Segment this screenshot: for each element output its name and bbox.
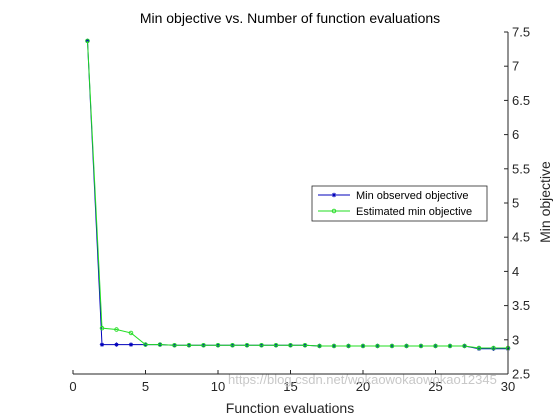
y-tick-label: 4.5 — [512, 230, 530, 245]
series-1-point — [201, 343, 206, 348]
series-1-point — [273, 343, 279, 348]
chart-title: Min objective vs. Number of function eva… — [140, 10, 440, 26]
x-tick-label: 10 — [211, 379, 225, 394]
series-1-point — [447, 343, 453, 349]
series-line-1 — [87, 40, 508, 349]
series-1-point — [317, 343, 322, 349]
series-1-point — [462, 343, 467, 349]
y-tick-label: 4 — [512, 264, 519, 279]
series-1-point — [172, 343, 177, 348]
y-tick-label: 2.5 — [512, 367, 530, 382]
series-1-point — [433, 343, 438, 349]
series-1-point — [418, 343, 424, 349]
series-1-point — [230, 343, 235, 348]
x-axis-label: Function evaluations — [226, 400, 354, 416]
x-tick-label: 20 — [356, 379, 370, 394]
series-0-point — [99, 342, 105, 347]
legend-marker-min-observed — [331, 192, 337, 198]
legend-box — [311, 185, 488, 222]
series-1-point — [99, 325, 105, 331]
plot-area — [85, 38, 511, 351]
legend-marker-glyph — [331, 208, 337, 214]
series-1-point — [360, 343, 366, 349]
y-tick-label: 7 — [512, 59, 519, 74]
series-1-point — [389, 343, 395, 349]
series-0-point — [114, 342, 119, 347]
y-tick-label: 6 — [512, 127, 519, 142]
legend-label-min-observed: Min observed objective — [356, 190, 469, 202]
series-1-point — [157, 342, 163, 347]
series-1-point — [491, 345, 496, 351]
series-1-point — [128, 330, 134, 336]
axes: 0 5 10 15 20 25 302.5 3 3.5 4 4.5 5 5.5 6 6.5 7 7.5 — [69, 25, 530, 395]
x-tick-label: 0 — [69, 379, 76, 394]
y-tick-label: 6.5 — [512, 93, 530, 108]
series-1-point — [244, 343, 250, 348]
series-1-point — [404, 343, 409, 349]
x-tick-label: 25 — [428, 379, 442, 394]
series-1-point — [346, 343, 351, 349]
series-0-point — [128, 342, 134, 347]
series-1-point — [302, 343, 308, 348]
x-tick-label: 5 — [142, 379, 149, 394]
series-1-point — [476, 345, 482, 351]
x-tick-label: 30 — [501, 379, 515, 394]
series-1-point — [331, 343, 337, 349]
series-1-point — [259, 343, 264, 348]
legend-marker-glyph — [331, 192, 337, 198]
series-1-point — [143, 342, 148, 347]
watermark-text: https://blog.csdn.net/wokaowokaowokao123… — [228, 372, 497, 387]
y-tick-label: 5 — [512, 196, 519, 211]
series-1-point — [186, 343, 192, 348]
series-1-point — [288, 343, 293, 348]
legend: Min observed objective Estimated min obj… — [311, 185, 488, 222]
y-tick-label: 7.5 — [512, 25, 530, 40]
y-tick-label: 5.5 — [512, 161, 530, 176]
series-1-point — [375, 343, 380, 349]
legend-marker-estimated-min — [331, 208, 337, 214]
y-tick-label: 3 — [512, 332, 519, 347]
series-1-point — [215, 343, 221, 348]
legend-label-estimated-min: Estimated min objective — [356, 206, 472, 218]
y-tick-label: 3.5 — [512, 298, 530, 313]
x-tick-label: 15 — [283, 379, 297, 394]
series-1-point — [85, 38, 90, 44]
series-1-point — [114, 327, 119, 332]
y-axis-label: Min objective — [537, 161, 553, 243]
